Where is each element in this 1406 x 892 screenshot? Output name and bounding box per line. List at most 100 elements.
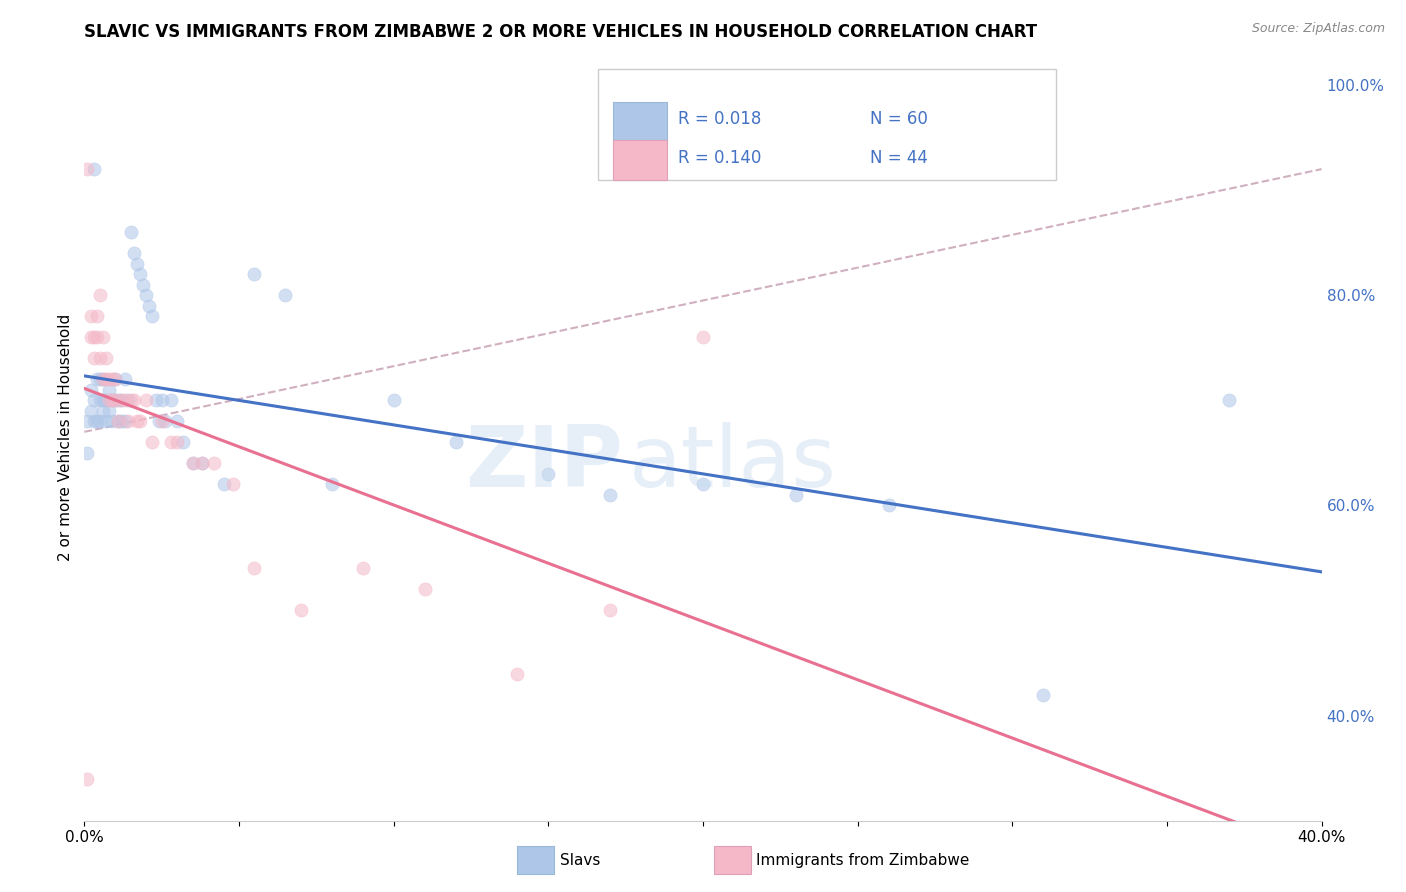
Point [321, 477, 343, 491]
Point [86, 414, 108, 428]
Point [107, 393, 129, 408]
Point [117, 414, 139, 428]
Point [138, 299, 160, 313]
Point [89, 414, 111, 428]
Point [104, 393, 127, 408]
Point [382, 393, 405, 408]
Point [145, 393, 167, 408]
Point [506, 666, 529, 681]
Text: R = 0.140: R = 0.140 [678, 149, 762, 167]
Point [94, 414, 117, 428]
Text: ZIP: ZIP [465, 423, 623, 506]
FancyBboxPatch shape [613, 102, 666, 141]
Point [122, 393, 145, 408]
Point [83, 393, 105, 408]
Point [83, 351, 105, 366]
Point [160, 393, 183, 408]
Text: R = 0.018: R = 0.018 [678, 111, 762, 128]
Point [166, 435, 188, 450]
Point [148, 414, 170, 428]
Text: Slavs: Slavs [560, 854, 600, 868]
Point [76, 446, 98, 460]
Point [132, 277, 155, 292]
Point [101, 393, 124, 408]
Text: Immigrants from Zimbabwe: Immigrants from Zimbabwe [756, 854, 970, 868]
Point [76, 772, 98, 786]
Point [98, 393, 121, 408]
Point [785, 488, 807, 502]
Point [101, 393, 124, 408]
Point [98, 404, 121, 418]
Point [76, 162, 98, 177]
Point [89, 351, 111, 366]
Point [125, 257, 148, 271]
Point [101, 414, 124, 428]
Point [86, 310, 108, 324]
FancyBboxPatch shape [613, 141, 666, 179]
Point [599, 603, 621, 617]
Point [212, 477, 235, 491]
Point [1218, 393, 1240, 408]
Point [83, 330, 105, 344]
Point [79, 310, 101, 324]
Point [191, 456, 214, 470]
Point [83, 162, 105, 177]
Point [222, 477, 245, 491]
Point [150, 414, 173, 428]
Point [114, 414, 136, 428]
Point [172, 435, 194, 450]
Point [135, 393, 157, 408]
Point [135, 288, 157, 302]
Text: atlas: atlas [628, 423, 837, 506]
Point [86, 330, 108, 344]
Point [76, 414, 98, 428]
Text: N = 60: N = 60 [870, 111, 928, 128]
Point [125, 414, 148, 428]
Point [181, 456, 204, 470]
Point [79, 383, 101, 397]
Point [122, 246, 145, 260]
Point [94, 351, 117, 366]
Point [104, 372, 127, 386]
Point [110, 393, 132, 408]
Point [599, 488, 621, 502]
Point [114, 393, 136, 408]
Point [413, 582, 436, 597]
Point [181, 456, 204, 470]
Point [91, 393, 114, 408]
Point [91, 372, 114, 386]
Point [243, 267, 266, 281]
Point [129, 414, 152, 428]
Point [150, 393, 173, 408]
Point [191, 456, 214, 470]
Point [79, 330, 101, 344]
Point [129, 267, 152, 281]
Point [110, 414, 132, 428]
Point [352, 561, 374, 575]
Point [98, 372, 121, 386]
Point [141, 310, 163, 324]
Point [83, 414, 105, 428]
Point [120, 225, 142, 239]
Point [1032, 688, 1054, 702]
Point [114, 372, 136, 386]
Point [160, 435, 183, 450]
Y-axis label: 2 or more Vehicles in Household: 2 or more Vehicles in Household [58, 313, 73, 561]
Point [107, 414, 129, 428]
Point [166, 414, 188, 428]
Point [537, 467, 560, 481]
Point [98, 383, 121, 397]
Point [110, 393, 132, 408]
Point [86, 372, 108, 386]
Point [153, 414, 176, 428]
Point [243, 561, 266, 575]
Point [444, 435, 467, 450]
Point [120, 393, 142, 408]
Point [91, 330, 114, 344]
Point [91, 404, 114, 418]
Point [692, 477, 714, 491]
Point [79, 404, 101, 418]
Point [290, 603, 312, 617]
Point [117, 393, 139, 408]
Point [104, 393, 127, 408]
